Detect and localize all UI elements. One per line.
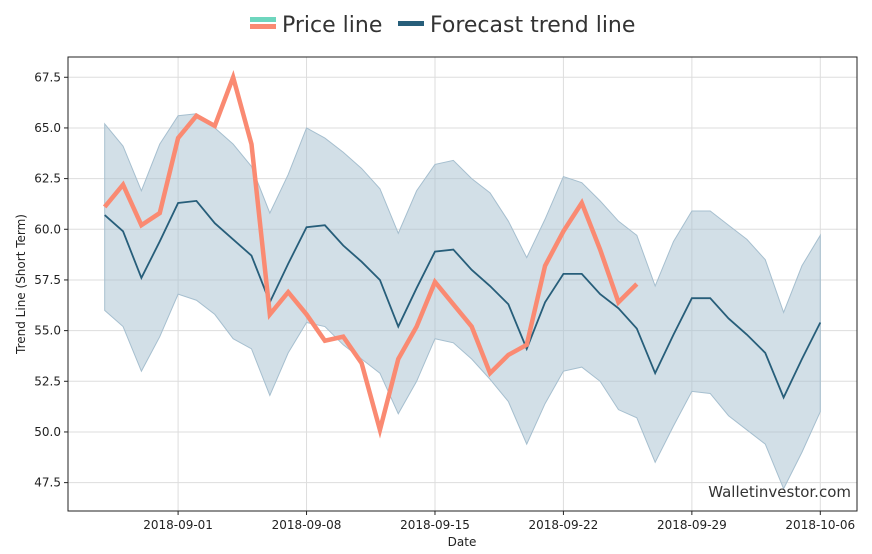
x-tick-label: 2018-09-01 xyxy=(143,518,213,532)
y-tick-label: 65.0 xyxy=(34,121,61,135)
y-tick-label: 47.5 xyxy=(34,476,61,490)
x-tick-label: 2018-09-15 xyxy=(400,518,470,532)
legend-swatch-price xyxy=(250,24,276,29)
x-axis-label: Date xyxy=(448,535,477,549)
legend-swatch-forecast xyxy=(398,21,424,26)
confidence-band xyxy=(104,113,821,490)
y-tick-label: 67.5 xyxy=(34,70,61,84)
y-tick-label: 60.0 xyxy=(34,222,61,236)
y-axis: 47.5 50.0 52.5 55.0 57.5 60.0 62.5 65.0 67.5 xyxy=(34,70,68,490)
legend-swatch-price-top xyxy=(250,17,276,22)
y-tick-label: 57.5 xyxy=(34,273,61,287)
x-tick-label: 2018-09-29 xyxy=(657,518,727,532)
plot-frame xyxy=(67,56,858,512)
series-lines xyxy=(102,69,822,439)
legend-label-forecast: Forecast trend line xyxy=(430,13,635,38)
x-tick-label: 2018-10-06 xyxy=(785,518,855,532)
forecast-trend-line xyxy=(104,199,822,400)
y-tick-label: 62.5 xyxy=(34,172,61,186)
legend-label-price: Price line xyxy=(282,13,382,38)
x-axis: 2018-09-01 2018-09-08 2018-09-15 2018-09-22… xyxy=(143,511,855,532)
price-line xyxy=(102,69,639,439)
x-tick-label: 2018-09-22 xyxy=(529,518,599,532)
x-tick-label: 2018-09-08 xyxy=(272,518,342,532)
y-tick-label: 52.5 xyxy=(34,374,61,388)
watermark: Walletinvestor.com xyxy=(708,483,851,501)
y-tick-label: 55.0 xyxy=(34,324,61,338)
confidence-band-area xyxy=(104,113,821,490)
y-axis-label: Trend Line (Short Term) xyxy=(14,214,28,355)
y-tick-label: 50.0 xyxy=(34,425,61,439)
legend: Price line Forecast trend line xyxy=(250,13,635,38)
